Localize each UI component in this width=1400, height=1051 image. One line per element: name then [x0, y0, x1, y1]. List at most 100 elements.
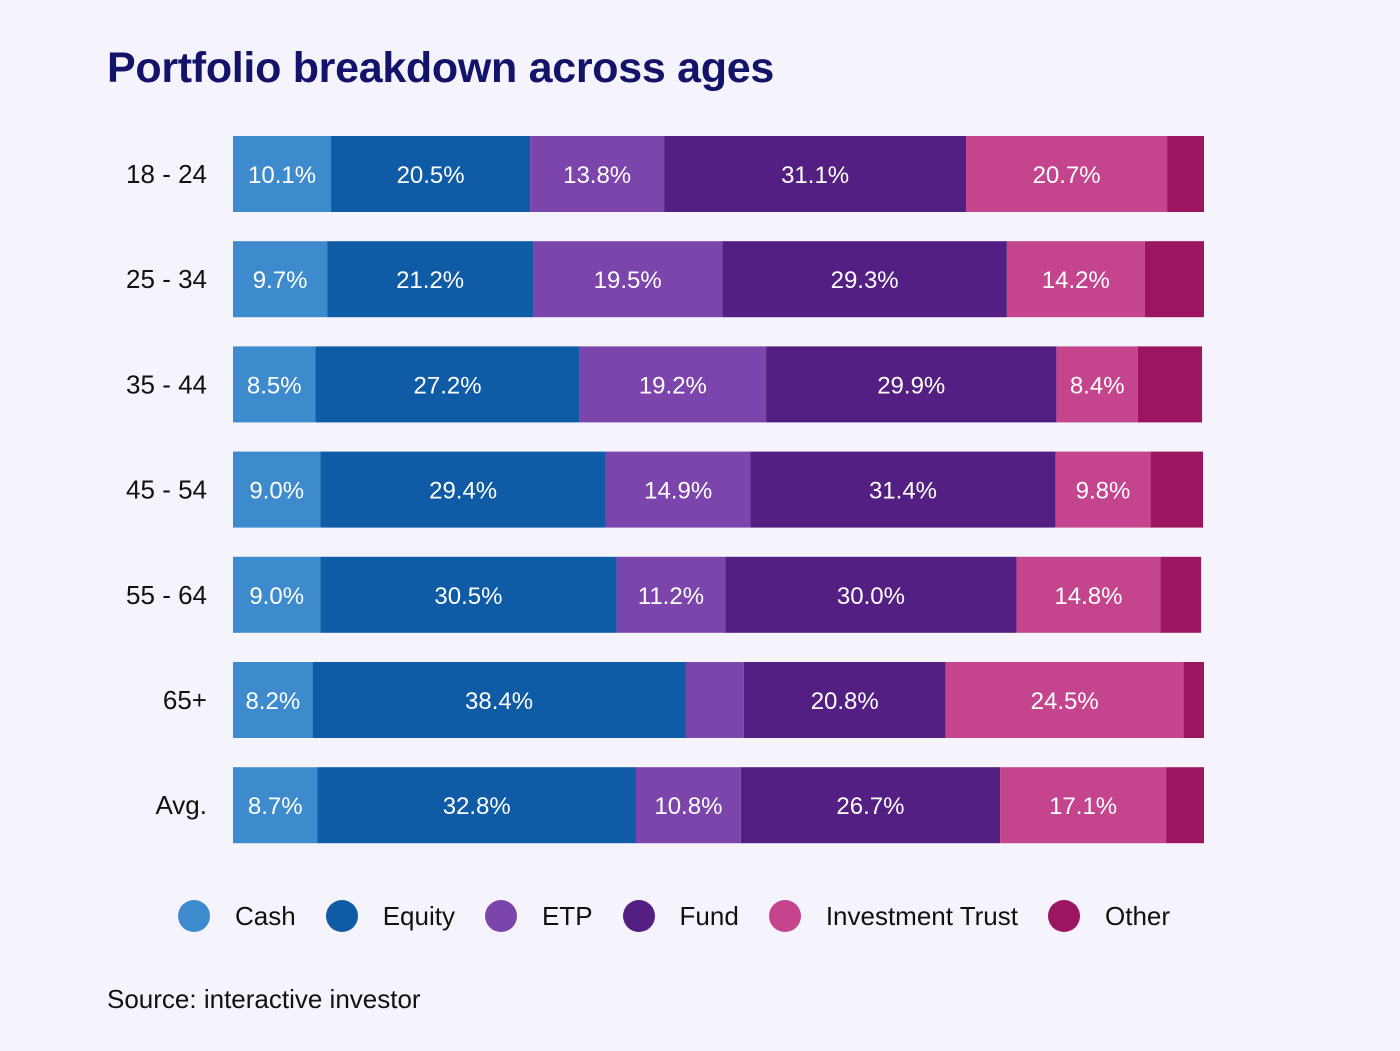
bar-segment-equity	[327, 241, 534, 318]
legend-swatch	[325, 900, 358, 932]
bar-segment-equity	[320, 556, 617, 633]
bar-segment-fund	[743, 662, 946, 738]
bar-segment-fund	[766, 346, 1057, 423]
data-label: 30.0%	[837, 583, 905, 610]
legend-label: Investment Trust	[825, 900, 1018, 931]
bar-segment-etp	[635, 767, 741, 844]
legend-item: Other	[1048, 900, 1170, 932]
legend-label: Equity	[382, 900, 455, 931]
data-label: 8.5%	[247, 372, 302, 399]
data-label: 20.8%	[811, 688, 879, 715]
data-label: 14.8%	[1054, 583, 1122, 610]
legend-item: Investment Trust	[768, 900, 1018, 932]
legend-swatch	[1048, 900, 1080, 932]
data-label: 31.1%	[781, 162, 849, 189]
bar-segment-equity	[317, 767, 636, 844]
bar-segment-etp	[616, 556, 726, 633]
bar-segment-equity	[331, 136, 531, 212]
data-label: 9.7%	[253, 267, 308, 294]
bar-segment-cash	[233, 767, 318, 844]
data-label: 8.4%	[1070, 372, 1125, 399]
bar-segment-etp	[533, 241, 723, 318]
bar-segment-other	[1137, 346, 1203, 423]
data-label: 10.8%	[654, 793, 722, 820]
legend-label: Other	[1105, 900, 1171, 931]
y-tick-label: 65+	[163, 685, 207, 715]
bar-segment-cash	[233, 662, 313, 738]
bar-segment-etp	[685, 662, 744, 738]
data-label: 38.4%	[465, 688, 533, 715]
y-tick-label: 45 - 54	[126, 475, 207, 505]
bar-segment-fund	[740, 767, 1001, 844]
legend-swatch	[768, 900, 801, 932]
data-label: 17.1%	[1049, 793, 1117, 820]
data-label: 14.2%	[1042, 267, 1110, 294]
bar-segment-investment-trust	[1056, 346, 1138, 423]
data-label: 27.2%	[414, 372, 482, 399]
legend-item: Fund	[622, 900, 739, 932]
legend-label: Fund	[679, 900, 739, 931]
data-label: 32.8%	[443, 793, 511, 820]
legend-swatch	[484, 900, 517, 932]
y-tick-label: 18 - 24	[126, 159, 207, 189]
data-label: 20.5%	[397, 162, 465, 189]
data-label: 14.9%	[644, 478, 712, 505]
bar-segment-other	[1183, 662, 1204, 738]
data-label: 30.5%	[434, 583, 502, 610]
bar-segment-etp	[605, 451, 751, 528]
data-label: 24.5%	[1031, 688, 1099, 715]
legend-item: Equity	[325, 900, 455, 932]
legend-label: Cash	[235, 900, 296, 931]
legend-item: Cash	[178, 900, 296, 932]
data-label: 26.7%	[836, 793, 904, 820]
bar-segment-investment-trust	[1000, 767, 1167, 844]
data-label: 9.0%	[249, 583, 304, 610]
bar-segment-fund	[725, 556, 1017, 633]
data-label: 10.1%	[248, 162, 316, 189]
bar-segment-fund	[664, 136, 967, 212]
bar-segment-other	[1167, 136, 1204, 212]
bar-segment-cash	[233, 346, 316, 423]
bar-segment-investment-trust	[945, 662, 1184, 738]
source-note: Source: interactive investor	[107, 984, 421, 1014]
bar-segment-cash	[233, 556, 321, 633]
data-label: 8.2%	[245, 688, 300, 715]
data-label: 21.2%	[396, 267, 464, 294]
bar-segment-cash	[233, 136, 332, 212]
chart-legend: Cash Equity ETP Fund Investment Trust Other	[178, 900, 1200, 932]
bar-segment-equity	[320, 451, 606, 528]
bar-segment-other	[1150, 451, 1204, 528]
data-label: 13.8%	[563, 162, 631, 189]
bar-segment-fund	[722, 241, 1007, 318]
chart-title: Portfolio breakdown across ages	[107, 44, 774, 92]
data-label: 8.7%	[248, 793, 303, 820]
bar-segment-fund	[750, 451, 1056, 528]
legend-swatch	[178, 900, 210, 932]
bar-segment-other	[1144, 241, 1204, 318]
bar-segment-etp	[530, 136, 665, 212]
bar-segment-investment-trust	[1055, 451, 1151, 528]
legend-item: ETP	[484, 900, 593, 932]
bar-segment-equity	[315, 346, 580, 423]
data-label: 19.2%	[639, 372, 707, 399]
bar-segment-cash	[233, 451, 321, 528]
y-tick-label: 55 - 64	[126, 580, 207, 610]
data-label: 29.3%	[831, 267, 899, 294]
data-label: 20.7%	[1033, 162, 1101, 189]
data-label: 29.4%	[429, 478, 497, 505]
data-label: 9.0%	[249, 478, 304, 505]
y-tick-label: 35 - 44	[126, 369, 207, 399]
bar-segment-investment-trust	[1016, 556, 1161, 633]
data-label: 9.8%	[1076, 478, 1131, 505]
bar-segment-other	[1160, 556, 1202, 633]
legend-label: ETP	[541, 900, 593, 931]
data-label: 11.2%	[638, 583, 704, 610]
bar-segment-equity	[312, 662, 686, 738]
bar-segment-cash	[233, 241, 328, 318]
bar-segment-investment-trust	[1006, 241, 1145, 318]
bar-segment-investment-trust	[966, 136, 1168, 212]
legend-swatch	[622, 900, 655, 932]
bar-segment-other	[1166, 767, 1204, 844]
bar-segment-etp	[579, 346, 767, 423]
